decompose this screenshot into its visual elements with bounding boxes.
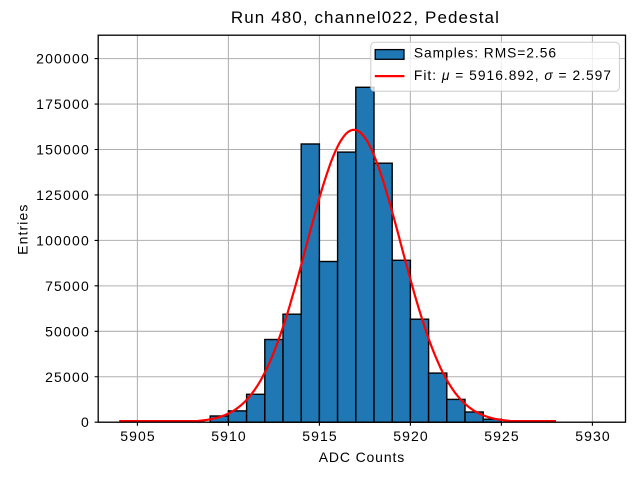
svg-text:100000: 100000 <box>36 232 90 248</box>
svg-text:Fit: μ = 5916.892, σ = 2.597: Fit: μ = 5916.892, σ = 2.597 <box>414 68 612 83</box>
svg-text:5905: 5905 <box>120 428 156 444</box>
svg-text:50000: 50000 <box>45 323 90 339</box>
svg-text:ADC Counts: ADC Counts <box>319 449 405 465</box>
svg-text:175000: 175000 <box>36 96 90 112</box>
svg-text:Samples: RMS=2.56: Samples: RMS=2.56 <box>414 45 557 60</box>
svg-text:150000: 150000 <box>36 142 90 158</box>
svg-text:Run 480, channel022, Pedestal: Run 480, channel022, Pedestal <box>231 8 500 27</box>
svg-text:25000: 25000 <box>45 369 90 385</box>
svg-text:5910: 5910 <box>211 428 247 444</box>
svg-text:5920: 5920 <box>393 428 429 444</box>
svg-text:200000: 200000 <box>36 51 90 67</box>
svg-text:5930: 5930 <box>575 428 611 444</box>
svg-text:125000: 125000 <box>36 187 90 203</box>
svg-text:75000: 75000 <box>45 278 90 294</box>
svg-text:Entries: Entries <box>14 204 30 255</box>
svg-text:5915: 5915 <box>302 428 338 444</box>
svg-text:0: 0 <box>81 414 90 430</box>
svg-text:5925: 5925 <box>484 428 520 444</box>
